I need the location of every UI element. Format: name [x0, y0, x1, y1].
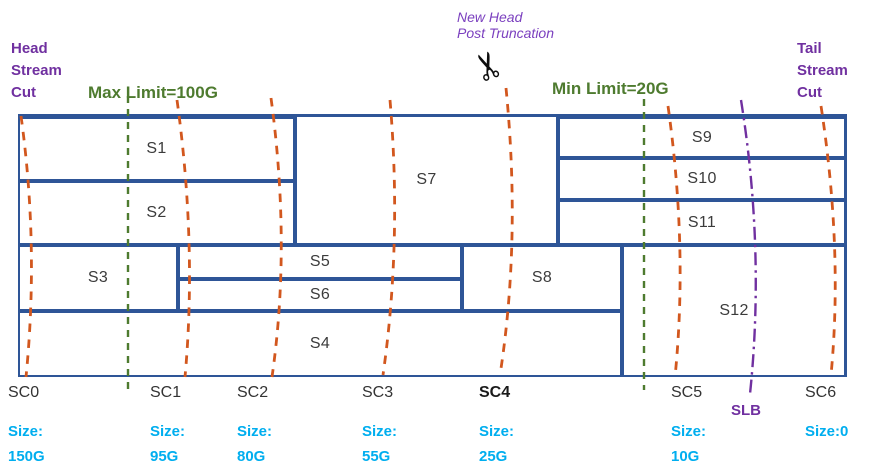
min-limit-label: Min Limit=20G: [552, 79, 669, 98]
head-stream-cut-label: Head Stream Cut: [11, 38, 62, 104]
segment-s10: S10: [558, 158, 846, 200]
segment-label-s5: S5: [309, 253, 331, 270]
new-head-post-truncation-label: New Head Post Truncation: [457, 9, 554, 41]
size-label-text: Size:: [671, 423, 707, 440]
size-label-text: Size:0: [805, 423, 849, 440]
stream-cut-name-sc5: SC5: [671, 384, 703, 401]
tail-stream-cut-line2: Stream: [797, 62, 848, 79]
segment-s11: S11: [558, 200, 846, 245]
size-value-text: 25G: [479, 448, 508, 465]
max-limit-label: Max Limit=100G: [88, 83, 218, 102]
stream-cut-size-sc1: Size: 95G: [150, 419, 185, 469]
size-value-text: 80G: [237, 448, 266, 465]
segment-label-s7: S7: [416, 171, 437, 188]
stream-cut-size-sc2: Size: 80G: [237, 419, 272, 469]
size-label-text: Size:: [237, 423, 273, 440]
segment-label-s1: S1: [146, 140, 167, 157]
tail-stream-cut-line1: Tail: [797, 40, 822, 57]
stream-cut-size-sc4: Size: 25G: [479, 419, 514, 469]
segment-label-s3: S3: [87, 269, 109, 286]
stream-cut-name-sc3: SC3: [362, 384, 394, 401]
segment-s2: S2: [18, 181, 295, 245]
size-label-text: Size:: [150, 423, 186, 440]
segment-label-s2: S2: [146, 204, 167, 221]
new-head-line1: New Head: [457, 9, 523, 25]
size-label-text: Size:: [362, 423, 398, 440]
segment-s9: S9: [558, 117, 846, 158]
new-head-line2: Post Truncation: [457, 25, 555, 41]
slb-label: SLB: [731, 402, 761, 419]
segment-s5: S5: [178, 245, 462, 279]
stream-cut-size-sc5: Size: 10G: [671, 419, 706, 469]
segment-label-s10: S10: [687, 170, 717, 187]
size-label-text: Size:: [479, 423, 515, 440]
segment-label-s9: S9: [691, 128, 713, 146]
tail-stream-cut-label: Tail Stream Cut: [797, 38, 848, 104]
size-value-text: 150G: [8, 448, 45, 465]
size-label-text: Size:: [8, 423, 44, 440]
segment-s3: S3: [18, 245, 178, 311]
stream-cut-name-sc1: SC1: [150, 384, 182, 401]
head-stream-cut-line2: Stream: [11, 62, 62, 79]
head-stream-cut-line1: Head: [11, 40, 48, 57]
segment-s7: S7: [295, 115, 558, 245]
stream-cut-size-sc0: Size: 150G: [8, 419, 45, 469]
scissors-icon: ✂: [463, 43, 514, 88]
segment-label-s11: S11: [687, 213, 717, 231]
size-value-text: 95G: [150, 448, 179, 465]
stream-cut-name-sc0: SC0: [8, 384, 40, 401]
stream-cut-size-sc6: Size:0: [805, 419, 848, 444]
segment-s4: S4: [18, 311, 622, 377]
head-stream-cut-line3: Cut: [11, 84, 36, 101]
segment-s6: S6: [178, 279, 462, 311]
segment-s12: S12: [622, 245, 846, 377]
stream-cut-name-sc6: SC6: [805, 384, 837, 401]
segment-s1: S1: [18, 117, 295, 181]
segment-label-s12: S12: [719, 302, 749, 319]
stream-cut-name-sc2: SC2: [237, 384, 269, 401]
size-value-text: 55G: [362, 448, 391, 465]
segment-s8: S8: [462, 245, 622, 311]
segment-label-s4: S4: [309, 335, 331, 352]
stream-cut-name-sc4: SC4: [479, 384, 511, 401]
size-value-text: 10G: [671, 448, 700, 465]
segment-label-s8: S8: [531, 269, 553, 286]
tail-stream-cut-line3: Cut: [797, 84, 822, 101]
segment-label-s6: S6: [309, 286, 331, 303]
stream-cut-size-sc3: Size: 55G: [362, 419, 397, 469]
